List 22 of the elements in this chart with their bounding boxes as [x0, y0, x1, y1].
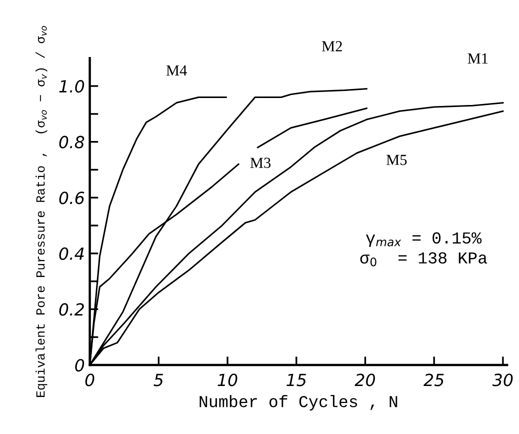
y-tick-label: 0.8: [59, 136, 84, 148]
series-label: M5: [386, 154, 407, 166]
x-tick-label: 0: [85, 374, 94, 386]
text: M1: [468, 53, 488, 64]
x-tick-label: 20: [354, 374, 375, 386]
y-tick-label: 0.6: [59, 192, 84, 204]
text: σ$_{0}$ = 138 KPa: [360, 252, 488, 266]
series-label: M4: [166, 65, 187, 76]
y-tick-label: 0.4: [59, 247, 84, 260]
annotation: γ$_{max}$ = 0.15%: [366, 232, 482, 247]
y-axis-title: Equivalent Pore Puressure Ratio , (σ$_{vo}$ − σ$_{v}$) / σ$_{vo}$: [36, 26, 48, 397]
x-tick-label: 25: [424, 374, 444, 386]
x-axis-title: Number of Cycles , N: [200, 395, 398, 411]
y-tick-label: 0.2: [59, 303, 84, 316]
x-tick-label: 15: [286, 374, 306, 386]
series-label: M3: [250, 158, 271, 168]
y-tick-label: 0: [75, 358, 84, 372]
x-tick-label: 30: [492, 374, 513, 386]
y-tick-label: 1.0: [59, 80, 84, 93]
text: M2: [322, 41, 342, 52]
x-tick-label: 5: [154, 374, 164, 386]
x-tick-label: 10: [218, 374, 238, 386]
